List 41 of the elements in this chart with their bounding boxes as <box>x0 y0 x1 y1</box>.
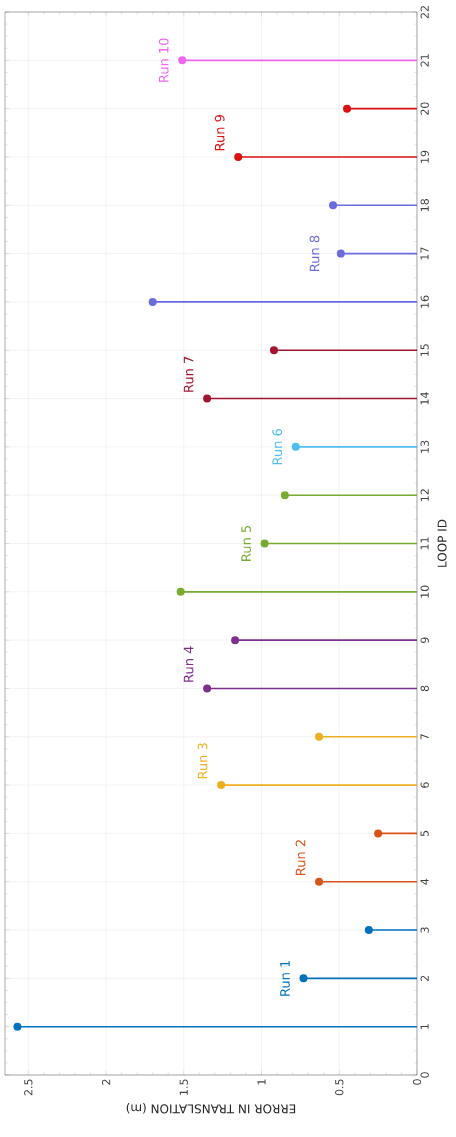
y-tick-label: 19 <box>420 150 429 163</box>
x-tick-label: 0 <box>412 1079 422 1085</box>
text: Run 5 <box>241 525 251 561</box>
y-tick-label: 11 <box>420 537 429 550</box>
x-tick-label: 2 <box>101 1079 111 1085</box>
y-tick-label: 6 <box>420 782 429 788</box>
y-tick-label: 12 <box>420 489 429 501</box>
text: Run 1 <box>280 960 290 996</box>
text: Run 2 <box>295 840 306 875</box>
text: Run 7 <box>183 356 194 392</box>
y-tick-label: 16 <box>420 295 429 308</box>
y-tick-label: 1 <box>420 1024 429 1029</box>
y-tick-label: 18 <box>420 199 429 212</box>
x-axis-title: ERROR IN TRANSLATION (m) <box>126 1102 296 1114</box>
y-tick-label: 7 <box>420 734 429 740</box>
y-tick-label: 21 <box>420 54 429 67</box>
text: Run 4 <box>183 646 194 682</box>
text: Run 6 <box>272 429 283 465</box>
y-tick-label: 8 <box>420 685 429 692</box>
y-tick-label: 3 <box>420 927 429 933</box>
y-tick-label: 17 <box>420 247 429 260</box>
y-axis-title: LOOP ID <box>437 519 447 567</box>
y-tick-label: 2 <box>420 975 429 982</box>
y-tick-label: 22 <box>420 6 429 19</box>
y-tick-label: 10 <box>420 585 429 598</box>
y-tick-label: 0 <box>420 1072 429 1078</box>
x-tick-label: 1.5 <box>179 1079 188 1095</box>
y-tick-label: 14 <box>420 392 429 405</box>
y-tick-label: 20 <box>420 102 429 115</box>
text: Run 10 <box>158 38 169 82</box>
text: Run 9 <box>214 115 225 151</box>
x-tick-label: 0.5 <box>335 1079 344 1096</box>
x-tick-label: 1 <box>257 1079 266 1085</box>
y-tick-label: 5 <box>420 830 429 837</box>
y-tick-label: 9 <box>420 637 429 643</box>
y-tick-label: 13 <box>420 440 429 453</box>
x-tick-label: 2.5 <box>24 1079 33 1096</box>
text: Run 3 <box>197 743 208 779</box>
y-tick-label: 4 <box>420 878 429 885</box>
text: Run 8 <box>309 235 320 271</box>
y-tick-label: 15 <box>420 344 429 357</box>
